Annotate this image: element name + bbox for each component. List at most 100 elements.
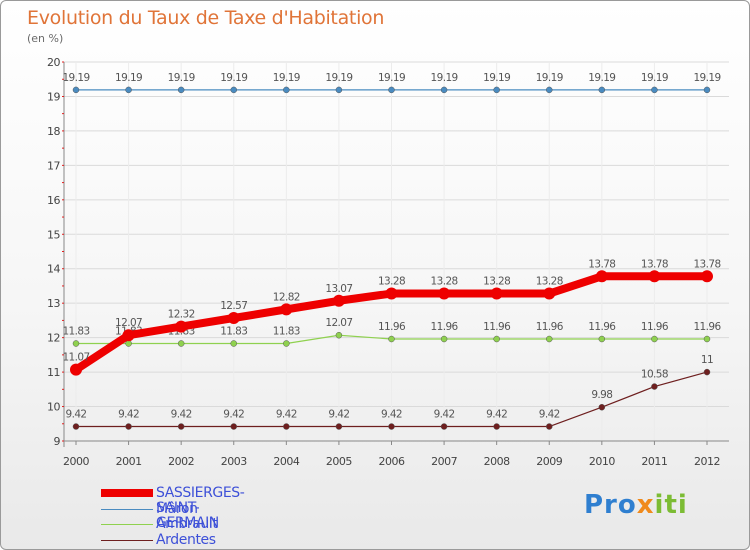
data-label-ambrault-2004: 11.83: [273, 325, 300, 337]
y-tick-label-10: 10: [47, 401, 60, 414]
data-label-sassierges-saint-germain-2005: 13.07: [325, 283, 352, 295]
legend-label-sassierges: SASSIERGES-SAINT-GERMAIN: [156, 485, 245, 531]
y-tick-label-16: 16: [47, 194, 60, 207]
point-ambrault-2008: [493, 335, 500, 343]
point-sassierges-saint-germain-2003: [227, 311, 240, 324]
x-tick-label-2005: 2005: [326, 455, 352, 468]
y-tick-label-15: 15: [47, 228, 60, 241]
point-ardentes-2008: [493, 423, 500, 430]
y-tick-label-17: 17: [47, 159, 60, 172]
data-label-sassierges-saint-germain-2010: 13.78: [588, 258, 615, 270]
x-tick-label-2000: 2000: [63, 455, 89, 468]
data-label-ardentes-2011: 10.58: [641, 369, 668, 381]
point-ardentes-2005: [335, 423, 343, 430]
legend-swatch-ambrault: [101, 524, 153, 525]
data-label-maron-2000: 19.19: [62, 72, 89, 84]
data-label-ardentes-2001: 9.42: [118, 409, 139, 421]
y-tick-label-12: 12: [47, 332, 60, 345]
data-label-sassierges-saint-germain-2009: 13.28: [536, 276, 563, 288]
point-ambrault-2012: [703, 335, 711, 343]
data-label-ardentes-2010: 9.98: [591, 389, 612, 401]
data-label-ardentes-2004: 9.42: [276, 409, 297, 421]
data-label-ambrault-2007: 11.96: [431, 321, 459, 333]
data-label-ardentes-2002: 9.42: [171, 409, 192, 421]
y-tick-label-18: 18: [47, 125, 60, 138]
data-label-sassierges-saint-germain-2012: 13.78: [693, 258, 720, 270]
point-maron-2009: [546, 86, 553, 94]
point-sassierges-saint-germain-2001: [122, 329, 135, 342]
point-ardentes-2010: [598, 403, 606, 411]
point-maron-2002: [177, 86, 185, 94]
point-sassierges-saint-germain-2002: [175, 320, 188, 333]
point-ambrault-2004: [283, 340, 290, 347]
data-label-maron-2010: 19.19: [588, 72, 615, 84]
y-tick-label-20: 20: [47, 56, 60, 69]
point-sassierges-saint-germain-2010: [595, 270, 608, 283]
point-sassierges-saint-germain-2012: [701, 270, 713, 283]
chart-subtitle: (en %): [27, 32, 64, 45]
point-ambrault-2007: [440, 335, 448, 343]
y-tick-label-9: 9: [54, 435, 61, 448]
point-ambrault-2006: [388, 335, 395, 343]
data-label-sassierges-saint-germain-2004: 12.82: [273, 291, 300, 303]
point-sassierges-saint-germain-2006: [385, 287, 398, 300]
point-sassierges-saint-germain-2011: [648, 270, 661, 283]
data-label-ambrault-2006: 11.96: [378, 321, 406, 333]
point-maron-2006: [388, 86, 395, 94]
data-label-ardentes-2003: 9.42: [223, 409, 244, 421]
point-maron-2005: [335, 86, 343, 94]
point-maron-2000: [72, 86, 80, 94]
data-label-ardentes-2006: 9.42: [381, 409, 402, 421]
legend-label-ambrault: Ambrault: [156, 516, 218, 532]
point-ambrault-2003: [230, 340, 237, 347]
point-maron-2008: [493, 86, 500, 94]
data-label-ardentes-2008: 9.42: [486, 409, 507, 421]
data-label-ardentes-2012: 11: [701, 354, 713, 366]
data-label-maron-2007: 19.19: [431, 72, 458, 84]
x-tick-label-2007: 2007: [431, 455, 457, 468]
data-label-maron-2009: 19.19: [536, 72, 563, 84]
data-label-maron-2004: 19.19: [273, 72, 300, 84]
data-label-ambrault-2000: 11.83: [62, 325, 89, 337]
point-ardentes-2009: [546, 423, 553, 430]
point-maron-2007: [440, 86, 448, 94]
data-label-maron-2006: 19.19: [378, 72, 405, 84]
y-tick-label-13: 13: [47, 297, 60, 310]
data-label-ambrault-2012: 11.96: [693, 321, 721, 333]
point-maron-2003: [230, 86, 237, 94]
x-tick-label-2003: 2003: [221, 455, 247, 468]
point-ardentes-2003: [230, 423, 237, 430]
legend-label-ardentes: Ardentes: [156, 531, 216, 548]
data-label-ardentes-2009: 9.42: [539, 409, 560, 421]
point-ardentes-2007: [440, 423, 448, 430]
x-tick-label-2008: 2008: [484, 455, 510, 468]
data-label-sassierges-saint-germain-2003: 12.57: [220, 300, 247, 312]
data-label-maron-2012: 19.19: [693, 72, 720, 84]
data-label-ambrault-2003: 11.83: [220, 325, 247, 337]
data-label-sassierges-saint-germain-2002: 12.32: [168, 309, 195, 321]
point-ambrault-2002: [177, 340, 185, 347]
legend-label-maron: Mâron: [156, 500, 198, 517]
x-tick-label-2006: 2006: [379, 455, 405, 468]
point-ambrault-2010: [598, 335, 606, 343]
point-sassierges-saint-germain-2000: [70, 363, 82, 376]
x-tick-label-2010: 2010: [589, 455, 615, 468]
data-label-ambrault-2008: 11.96: [483, 321, 511, 333]
point-ardentes-2011: [651, 383, 658, 390]
data-label-ardentes-2007: 9.42: [434, 409, 455, 421]
point-ambrault-2001: [125, 340, 132, 347]
point-sassierges-saint-germain-2004: [280, 303, 293, 316]
data-label-maron-2011: 19.19: [641, 72, 668, 84]
data-label-sassierges-saint-germain-2001: 12.07: [115, 317, 142, 329]
y-tick-label-14: 14: [47, 263, 60, 276]
data-label-ambrault-2005: 12.07: [325, 317, 352, 329]
point-ardentes-2012: [703, 368, 711, 376]
data-label-sassierges-saint-germain-2011: 13.78: [641, 258, 668, 270]
x-tick-label-2011: 2011: [641, 455, 667, 468]
point-ambrault-2005: [335, 331, 343, 339]
point-sassierges-saint-germain-2009: [543, 287, 556, 300]
legend-swatch-sassierges: [101, 489, 153, 497]
data-label-sassierges-saint-germain-2008: 13.28: [483, 276, 510, 288]
